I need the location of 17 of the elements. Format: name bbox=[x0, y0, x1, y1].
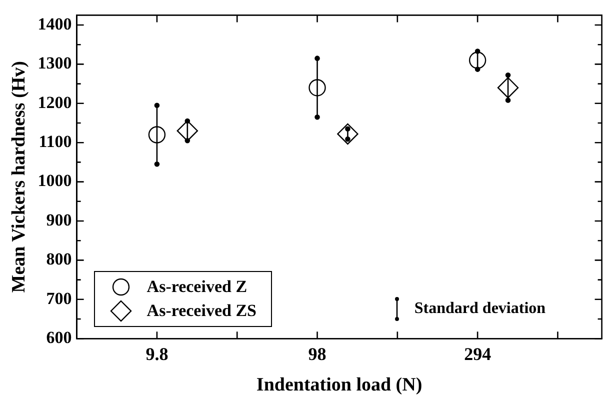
y-tick-label: 600 bbox=[46, 328, 72, 347]
x-tick-label: 9.8 bbox=[146, 344, 168, 364]
x-axis-title: Indentation load (N) bbox=[256, 374, 422, 396]
y-tick-label: 800 bbox=[46, 250, 72, 269]
y-tick-label: 1200 bbox=[38, 92, 72, 112]
legend-label: As-received Z bbox=[146, 276, 248, 297]
y-tick-label: 1100 bbox=[38, 132, 72, 151]
annotation: Standard deviation bbox=[414, 300, 546, 318]
x-tick-label: 294 bbox=[464, 344, 492, 364]
x-tick-label: 98 bbox=[308, 344, 326, 364]
legend-label: As-received ZS bbox=[146, 300, 256, 321]
y-tick-label: 1000 bbox=[38, 171, 72, 190]
y-tick-label: 900 bbox=[46, 210, 72, 230]
y-tick-label: 1400 bbox=[38, 14, 72, 34]
y-tick-label: 1300 bbox=[38, 54, 72, 73]
y-tick-label: 700 bbox=[46, 288, 72, 308]
y-axis-title: Mean Vickers hardness (Hv) bbox=[8, 61, 30, 293]
